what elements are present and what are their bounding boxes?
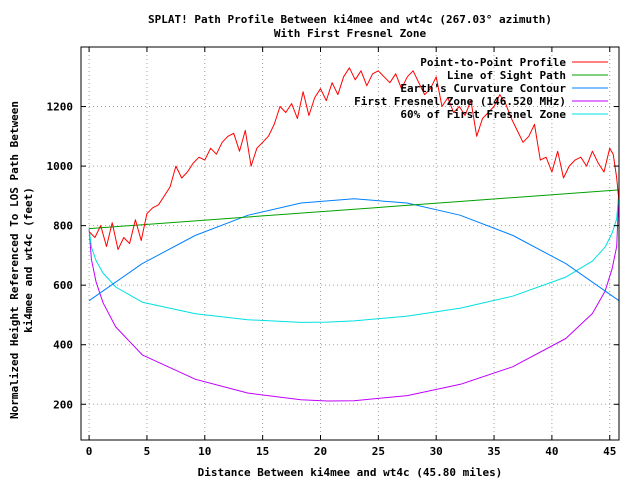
x-tick-label: 5 bbox=[144, 445, 151, 458]
axis-ticks: 0 5 10 15 20 25 30 35 40 45 200 400 600 800 1000 1200 bbox=[47, 47, 619, 458]
plot-frame bbox=[80, 46, 620, 441]
series-line-first-fresnel-zone-146-520-mhz bbox=[88, 189, 620, 402]
y-tick-label: 1000 bbox=[47, 160, 74, 173]
series-line-line-of-sight-path bbox=[89, 189, 620, 230]
x-tick-label: 20 bbox=[314, 445, 327, 458]
legend-label: 60% of First Fresnel Zone bbox=[400, 108, 566, 121]
x-tick-label: 10 bbox=[198, 445, 211, 458]
chart-title: SPLAT! Path Profile Between ki4mee and w… bbox=[148, 13, 552, 26]
x-tick-label: 0 bbox=[86, 445, 93, 458]
y-tick-label: 600 bbox=[53, 279, 73, 292]
series-line-60-of-first-fresnel-zone bbox=[88, 189, 620, 323]
legend-label: Earth's Curvature Contour bbox=[400, 82, 566, 95]
grid-lines bbox=[81, 47, 619, 440]
legend-label: First Fresnel Zone (146.520 MHz) bbox=[354, 95, 566, 108]
x-tick-label: 25 bbox=[372, 445, 385, 458]
x-tick-label: 35 bbox=[487, 445, 500, 458]
x-tick-label: 30 bbox=[430, 445, 443, 458]
y-tick-label: 400 bbox=[53, 339, 73, 352]
series-layer bbox=[88, 67, 620, 402]
legend-label: Line of Sight Path bbox=[447, 69, 566, 82]
y-tick-label: 1200 bbox=[47, 101, 74, 114]
x-tick-label: 15 bbox=[256, 445, 269, 458]
y-tick-label: 200 bbox=[53, 398, 73, 411]
series-line-point-to-point-profile bbox=[88, 67, 620, 250]
chart-subtitle: With First Fresnel Zone bbox=[274, 27, 427, 40]
y-tick-label: 800 bbox=[53, 220, 73, 233]
x-tick-label: 45 bbox=[603, 445, 616, 458]
x-tick-label: 40 bbox=[545, 445, 558, 458]
y-axis-label-line2: ki4mee and wt4c (feet) bbox=[22, 187, 35, 333]
y-axis-label-line1: Normalized Height Referenced To LOS Path… bbox=[8, 101, 21, 419]
legend-label: Point-to-Point Profile bbox=[420, 56, 566, 69]
x-axis-label: Distance Between ki4mee and wt4c (45.80 … bbox=[198, 466, 503, 479]
series-line-earth-s-curvature-contour bbox=[88, 198, 620, 302]
